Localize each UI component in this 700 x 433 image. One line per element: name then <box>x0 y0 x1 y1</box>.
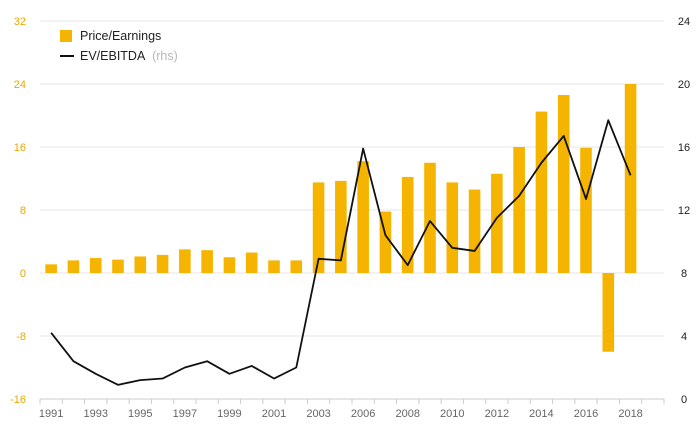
right-tick-label: 20 <box>678 79 690 91</box>
left-tick-label: -16 <box>10 394 26 406</box>
right-tick-label: 0 <box>681 394 687 406</box>
bar <box>401 176 414 273</box>
bar <box>335 180 347 273</box>
legend-label-ev-ebitda-name: EV/EBITDA <box>80 49 146 63</box>
bar <box>379 211 392 273</box>
right-tick-label: 4 <box>681 331 687 343</box>
left-tick-label: 32 <box>14 16 26 28</box>
gridlines <box>40 20 664 400</box>
bar <box>245 252 258 273</box>
line-series-ev-ebitda <box>50 119 632 386</box>
left-axis: 32 24 16 8 0 -8 -16 <box>10 16 26 406</box>
bar <box>624 84 637 273</box>
bar <box>468 189 481 273</box>
x-tick-label: 2016 <box>574 408 598 420</box>
bar <box>179 249 191 273</box>
bar <box>424 162 436 273</box>
x-tick-label: 2018 <box>618 408 642 420</box>
bar <box>535 111 548 273</box>
left-tick-label: -8 <box>16 331 26 343</box>
right-tick-label: 12 <box>678 205 690 217</box>
x-tick-label: 1999 <box>217 408 241 420</box>
bar <box>45 264 57 273</box>
ev-ebitda-line <box>50 119 632 386</box>
bar <box>201 250 213 273</box>
bar <box>290 260 303 273</box>
x-tick-label: 1991 <box>39 408 63 420</box>
legend-label-price-earnings: Price/Earnings <box>80 29 161 43</box>
x-axis: 1991 1993 1995 1997 1999 2001 2003 2006 2008 2010… <box>39 398 665 420</box>
bar-series-price-earnings <box>45 84 637 352</box>
bar <box>134 256 147 273</box>
bar <box>580 147 592 273</box>
right-tick-label: 8 <box>681 268 687 280</box>
bar <box>89 258 102 273</box>
x-tick-label: 1997 <box>173 408 197 420</box>
x-tick-label: 2006 <box>351 408 375 420</box>
x-tick-label: 2008 <box>395 408 419 420</box>
bar <box>156 254 169 273</box>
bar <box>112 259 124 273</box>
x-tick-label: 1995 <box>128 408 152 420</box>
bar <box>67 260 80 273</box>
legend-swatch-price-earnings <box>60 30 72 42</box>
right-tick-label: 16 <box>678 142 690 154</box>
bar <box>268 260 280 273</box>
left-tick-label: 8 <box>20 205 26 217</box>
bar <box>513 147 525 273</box>
bar <box>557 95 570 274</box>
left-tick-label: 16 <box>14 142 26 154</box>
bar <box>491 173 503 273</box>
legend-label-ev-ebitda: EV/EBITDA (rhs) <box>80 49 178 63</box>
x-tick-label: 2001 <box>262 408 286 420</box>
bar <box>357 161 369 273</box>
bar <box>223 257 236 273</box>
legend: Price/Earnings EV/EBITDA (rhs) <box>60 29 178 63</box>
x-tick-label: 2010 <box>440 408 464 420</box>
right-tick-label: 24 <box>678 16 690 28</box>
x-tick-label: 2014 <box>529 408 553 420</box>
legend-label-ev-ebitda-suffix: (rhs) <box>152 49 178 63</box>
x-tick-label: 1993 <box>83 408 107 420</box>
bar <box>602 273 615 352</box>
bar <box>312 182 325 273</box>
right-axis: 24 20 16 12 8 4 0 <box>678 16 690 406</box>
bar <box>446 182 459 273</box>
left-tick-label: 24 <box>14 79 26 91</box>
x-tick-label: 2003 <box>306 408 330 420</box>
x-tick-label: 2012 <box>485 408 509 420</box>
left-tick-label: 0 <box>20 268 26 280</box>
